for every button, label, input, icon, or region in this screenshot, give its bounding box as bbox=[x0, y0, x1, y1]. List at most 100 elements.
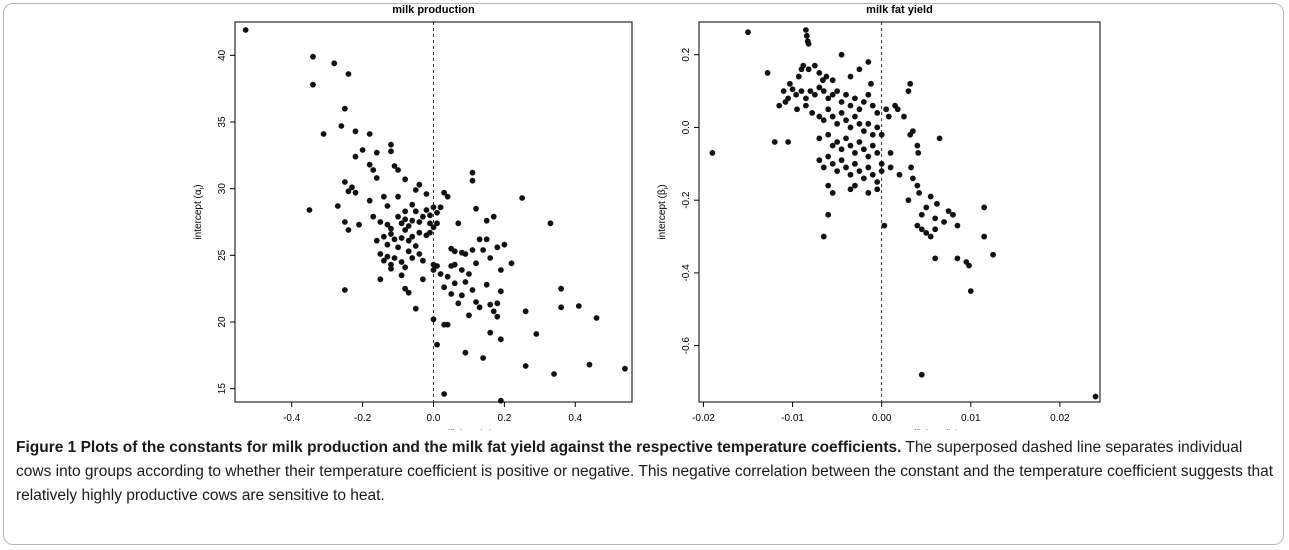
x-tick-label: 0.4 bbox=[568, 413, 582, 424]
data-point bbox=[927, 193, 934, 200]
data-point bbox=[918, 211, 925, 218]
data-point bbox=[800, 62, 807, 69]
data-point bbox=[380, 193, 387, 200]
data-point bbox=[476, 236, 483, 243]
data-point bbox=[398, 235, 405, 241]
data-point bbox=[522, 308, 529, 315]
data-point bbox=[834, 88, 841, 94]
data-point bbox=[402, 264, 409, 271]
data-point bbox=[412, 187, 419, 193]
data-point bbox=[352, 153, 359, 160]
data-point bbox=[310, 53, 316, 60]
data-point bbox=[709, 150, 716, 156]
data-point bbox=[915, 150, 922, 156]
data-point bbox=[838, 157, 845, 164]
data-point bbox=[622, 365, 628, 372]
data-point bbox=[427, 220, 433, 227]
data-point bbox=[366, 197, 373, 204]
data-point bbox=[395, 193, 401, 200]
data-point bbox=[807, 88, 814, 94]
data-point bbox=[388, 148, 394, 155]
x-tick-label: 0.00 bbox=[872, 413, 892, 424]
data-point bbox=[370, 213, 377, 220]
data-point bbox=[798, 88, 805, 94]
x-axis-label: temperature coefficient (ai) bbox=[374, 429, 492, 430]
data-point bbox=[809, 110, 816, 116]
data-point bbox=[907, 80, 914, 87]
data-point bbox=[345, 71, 352, 77]
data-point bbox=[391, 255, 398, 261]
data-point bbox=[380, 233, 387, 240]
data-point bbox=[593, 315, 600, 321]
data-point bbox=[869, 131, 876, 138]
data-point bbox=[487, 255, 494, 261]
data-point bbox=[776, 102, 783, 109]
data-point bbox=[825, 153, 832, 160]
data-point bbox=[823, 73, 830, 80]
data-point bbox=[914, 222, 921, 229]
data-point bbox=[909, 175, 916, 182]
caption-body: The superposed dashed line separates ind… bbox=[16, 439, 1274, 504]
data-point bbox=[497, 288, 504, 295]
data-point bbox=[860, 128, 867, 134]
data-point bbox=[803, 102, 809, 109]
data-point bbox=[434, 341, 440, 348]
data-point bbox=[345, 188, 352, 195]
data-point bbox=[480, 355, 487, 361]
x-tick-label: -0.02 bbox=[692, 413, 715, 424]
data-point bbox=[887, 164, 894, 171]
data-point bbox=[469, 177, 476, 184]
data-point bbox=[834, 168, 841, 174]
data-point bbox=[462, 349, 469, 356]
data-point bbox=[856, 139, 863, 145]
data-point bbox=[852, 182, 858, 189]
data-point bbox=[932, 215, 939, 222]
data-point bbox=[412, 305, 419, 312]
data-point bbox=[575, 303, 582, 309]
data-point bbox=[990, 251, 996, 258]
data-point bbox=[820, 233, 827, 240]
data-point bbox=[905, 197, 912, 204]
data-point bbox=[469, 247, 476, 253]
data-point bbox=[458, 292, 465, 299]
data-point bbox=[865, 153, 872, 160]
data-point bbox=[887, 150, 894, 156]
data-point bbox=[434, 263, 440, 269]
data-point bbox=[918, 226, 925, 233]
data-point bbox=[402, 285, 409, 292]
data-point bbox=[331, 60, 338, 67]
data-point bbox=[909, 128, 916, 134]
data-point bbox=[558, 304, 565, 311]
data-point bbox=[451, 280, 458, 287]
data-point bbox=[409, 255, 416, 261]
data-point bbox=[874, 124, 881, 131]
data-point bbox=[391, 163, 398, 169]
data-point bbox=[825, 182, 832, 189]
data-point bbox=[402, 216, 409, 223]
data-point bbox=[908, 164, 914, 171]
y-axis-label: intercept (αi) bbox=[193, 184, 206, 239]
data-point bbox=[829, 142, 836, 149]
data-point bbox=[405, 248, 412, 255]
data-point bbox=[874, 179, 881, 185]
data-point bbox=[820, 164, 827, 171]
data-point bbox=[936, 135, 943, 142]
data-point bbox=[341, 287, 348, 293]
data-point bbox=[405, 237, 412, 244]
data-point bbox=[370, 167, 377, 173]
data-point bbox=[352, 189, 359, 196]
data-point bbox=[434, 220, 440, 227]
data-point bbox=[811, 62, 818, 69]
data-point bbox=[441, 189, 448, 196]
data-point bbox=[869, 102, 876, 109]
data-point bbox=[816, 70, 823, 76]
data-point bbox=[345, 227, 352, 233]
data-point bbox=[398, 220, 405, 227]
data-point bbox=[373, 149, 380, 156]
data-point bbox=[927, 233, 934, 240]
data-point bbox=[497, 267, 504, 273]
data-point bbox=[373, 175, 380, 181]
data-point bbox=[586, 361, 593, 368]
figure-plots: milk production -0.4 -0.2 0.0 0.2 0.4 15 20 25 30… bbox=[193, 4, 1101, 430]
data-point bbox=[497, 336, 504, 343]
